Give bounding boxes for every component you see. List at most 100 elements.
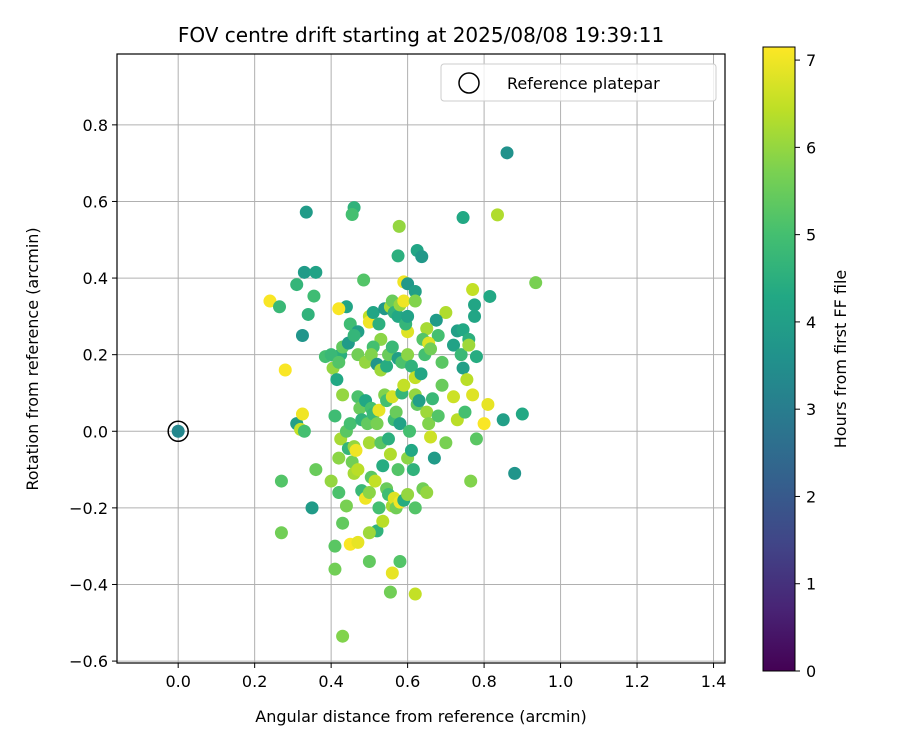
legend-box [440,63,717,102]
data-point [408,501,422,515]
data-point [328,539,342,553]
data-point [414,367,428,381]
data-point [422,417,436,431]
data-point [305,501,319,515]
data-point [307,289,321,303]
data-point [370,417,384,431]
data-point [460,373,474,387]
data-point [508,466,522,480]
y-axis-label: Rotation from reference (arcmin) [23,227,42,490]
data-point [401,348,415,362]
data-point [273,300,287,314]
data-point [357,273,371,287]
legend-label: Reference platepar [507,74,660,93]
data-point [420,405,434,419]
data-point [447,390,461,404]
colorbar: 0 1 2 3 4 5 6 7 Hours from first FF file [762,46,850,681]
data-point [389,405,403,419]
data-point [297,265,311,279]
y-tick-label: −0.2 [69,499,108,518]
y-tick-label: 0.6 [83,192,108,211]
data-point [469,432,483,446]
data-point [339,499,353,513]
data-point [393,417,407,431]
data-point [383,447,397,461]
data-point [420,486,434,500]
data-point [299,205,313,219]
data-point [376,514,390,528]
colorbar-tick-label: 0 [806,662,816,681]
colorbar-tick-label: 6 [806,138,816,157]
data-point [406,463,420,477]
data-point [362,555,376,568]
data-point [309,463,323,477]
data-point [483,289,497,303]
data-point [404,443,418,457]
y-tick-label: 0.8 [83,116,108,135]
colorbar-tick-label: 3 [806,400,816,419]
data-point [439,306,453,320]
data-point [366,306,380,320]
data-point [297,424,311,438]
x-axis-label: Angular distance from reference (arcmin) [255,707,586,726]
data-point [427,451,441,465]
y-tick-label: −0.6 [69,652,108,671]
x-tick-label: 1.2 [624,672,649,691]
data-point [332,355,346,369]
data-point [435,355,449,369]
data-point [477,417,491,431]
data-point [447,338,461,352]
data-point [295,329,309,343]
data-point [332,451,346,465]
data-point [336,516,350,530]
data-point [343,417,357,431]
data-point [408,284,422,298]
data-point [336,629,350,643]
data-point [454,348,468,362]
x-tick-label: 1.0 [548,672,573,691]
data-point [295,407,309,421]
data-point [385,340,399,354]
data-point [376,459,390,473]
data-point [431,409,445,423]
x-tick-label: 0.6 [395,672,420,691]
x-axis-ticks: 0.0 0.2 0.4 0.6 0.8 1.0 1.2 1.4 [165,663,726,691]
data-point [372,501,386,515]
data-point [364,348,378,362]
data-point [332,302,346,316]
data-point [391,249,405,263]
data-point [328,409,342,423]
legend: Reference platepar [440,63,717,102]
data-point [383,585,397,599]
data-point [435,378,449,392]
data-point [393,555,407,568]
colorbar-tick-label: 1 [806,575,816,594]
y-tick-label: −0.4 [69,575,108,594]
data-point [171,424,185,438]
data-point [332,486,346,500]
data-point [529,276,543,290]
y-axis-ticks: 0.8 0.6 0.4 0.2 0.0 −0.2 −0.4 −0.6 [69,116,117,671]
x-tick-label: 1.4 [701,672,726,691]
reference-marker [167,420,189,443]
data-point [380,359,394,373]
legend-marker [458,72,480,94]
colorbar-tick-label: 5 [806,226,816,245]
data-point [424,342,438,356]
colorbar-tick-label: 4 [806,313,816,332]
x-tick-label: 0.2 [242,672,267,691]
data-point [466,283,480,297]
data-point [336,388,350,402]
data-point [462,338,476,352]
data-point [420,322,434,336]
data-point [324,474,338,488]
data-point [328,562,342,576]
data-point [408,587,422,601]
y-tick-label: 0.0 [83,422,108,441]
y-tick-label: 0.2 [83,346,108,365]
data-point [330,373,344,387]
reference-platepar-marker [167,420,189,443]
data-point [381,432,395,446]
colorbar-ticks: 0 1 2 3 4 5 6 7 [795,51,816,681]
